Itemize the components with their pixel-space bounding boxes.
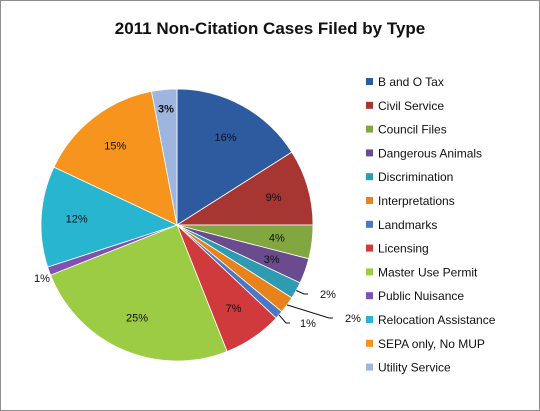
pie-slice-b-and-o-tax	[176, 88, 293, 226]
legend-swatch-landmarks	[366, 220, 373, 228]
data-label-discrimination: 2%	[320, 289, 336, 301]
legend-label-civil-service: Civil Service	[378, 99, 444, 113]
legend-label-council-files: Council Files	[378, 123, 447, 137]
pie-slice-sepa-only-no-mup	[53, 90, 178, 226]
legend: B and O Tax Civil Service Council Files Dan…	[366, 75, 496, 375]
legend-label-relocation-assistance: Relocation Assistance	[378, 313, 496, 327]
legend-swatch-relocation-assistance	[366, 316, 373, 323]
legend-label-licensing: Licensing	[378, 242, 429, 256]
data-label-licensing: 7%	[226, 303, 242, 315]
pie-slices	[40, 88, 314, 362]
data-label-landmarks: 1%	[300, 318, 316, 330]
data-label-master-use-permit: 25%	[126, 312, 148, 324]
legend-swatch-civil-service	[366, 101, 373, 109]
chart-title: 2011 Non-Citation Cases Filed by Type	[114, 19, 426, 38]
legend-label-sepa-only-no-mup: SEPA only, No MUP	[378, 337, 485, 351]
pie-slice-master-use-permit	[50, 224, 228, 362]
legend-swatch-master-use-permit	[366, 268, 373, 276]
legend-swatch-utility-service	[366, 363, 373, 371]
data-label-interpretations: 2%	[345, 313, 361, 325]
leader-line-interpretations	[286, 304, 333, 319]
pie-slice-relocation-assistance	[40, 166, 179, 268]
leader-line-landmarks	[278, 314, 290, 324]
pie-slice-utility-service	[151, 88, 178, 226]
leader-lines	[278, 290, 333, 324]
legend-label-landmarks: Landmarks	[378, 218, 437, 232]
data-label-utility-service: 3%	[158, 104, 174, 116]
data-label-b-and-o-tax: 16%	[214, 132, 236, 144]
data-label-council-files: 4%	[269, 233, 285, 245]
legend-label-dangerous-animals: Dangerous Animals	[378, 146, 482, 160]
data-label-public-nuisance: 1%	[34, 273, 50, 285]
leader-line-discrimination	[295, 290, 308, 295]
legend-swatch-licensing	[366, 244, 373, 252]
legend-label-discrimination: Discrimination	[378, 170, 453, 184]
legend-swatch-discrimination	[366, 173, 373, 181]
legend-swatch-sepa-only-no-mup	[366, 339, 373, 347]
legend-swatch-dangerous-animals	[366, 149, 373, 157]
data-label-sepa-only-no-mup: 15%	[104, 141, 126, 153]
legend-swatch-interpretations	[366, 197, 373, 204]
legend-label-b-and-o-tax: B and O Tax	[378, 75, 444, 89]
data-label-dangerous-animals: 3%	[264, 254, 280, 266]
legend-label-public-nuisance: Public Nuisance	[378, 289, 464, 303]
data-labels: 16% 9% 4% 3% 2% 2% 1% 7% 25% 1% 12% 15% 3%	[34, 104, 361, 330]
data-label-relocation-assistance: 12%	[66, 214, 88, 226]
legend-swatch-b-and-o-tax	[366, 78, 373, 85]
data-label-civil-service: 9%	[266, 192, 282, 204]
legend-swatch-council-files	[366, 125, 373, 133]
legend-swatch-public-nuisance	[366, 292, 373, 300]
legend-label-utility-service: Utility Service	[378, 361, 451, 375]
legend-label-interpretations: Interpretations	[378, 194, 455, 208]
legend-label-master-use-permit: Master Use Permit	[378, 265, 478, 279]
